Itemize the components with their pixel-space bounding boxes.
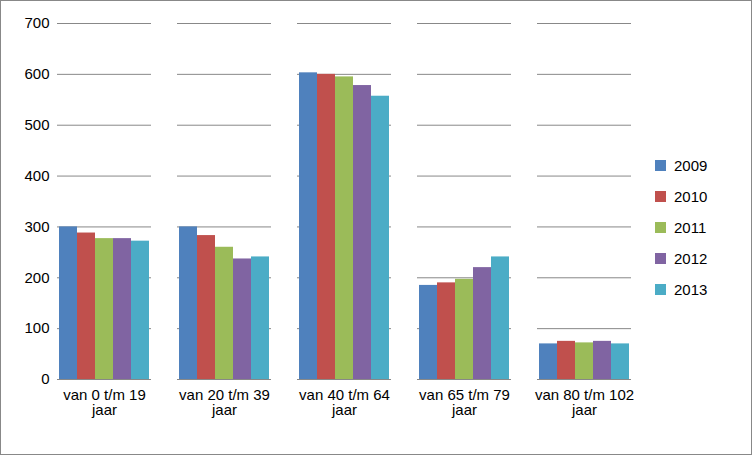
svg-text:0: 0 bbox=[41, 370, 49, 387]
svg-text:van 80 t/m 102jaar: van 80 t/m 102jaar bbox=[535, 386, 634, 418]
html-text:2011: 2011 bbox=[674, 219, 707, 236]
html-text:2012: 2012 bbox=[674, 250, 708, 267]
svg-text:200: 200 bbox=[24, 269, 49, 286]
svg-text:700: 700 bbox=[24, 14, 49, 31]
svg-text:100: 100 bbox=[24, 319, 49, 336]
html-text:2010: 2010 bbox=[674, 188, 708, 205]
html-text:2009: 2009 bbox=[674, 157, 708, 174]
svg-text:van 65 t/m 79jaar: van 65 t/m 79jaar bbox=[419, 386, 510, 418]
svg-text:van 40 t/m 64jaar: van 40 t/m 64jaar bbox=[299, 386, 390, 418]
svg-text:500: 500 bbox=[24, 116, 49, 133]
html-text:2013: 2013 bbox=[674, 281, 708, 298]
svg-text:400: 400 bbox=[24, 167, 49, 184]
svg-text:van 0 t/m 19jaar: van 0 t/m 19jaar bbox=[63, 386, 146, 418]
svg-text:300: 300 bbox=[24, 218, 49, 235]
svg-text:600: 600 bbox=[24, 65, 49, 82]
svg-text:van 20 t/m 39jaar: van 20 t/m 39jaar bbox=[179, 386, 270, 418]
